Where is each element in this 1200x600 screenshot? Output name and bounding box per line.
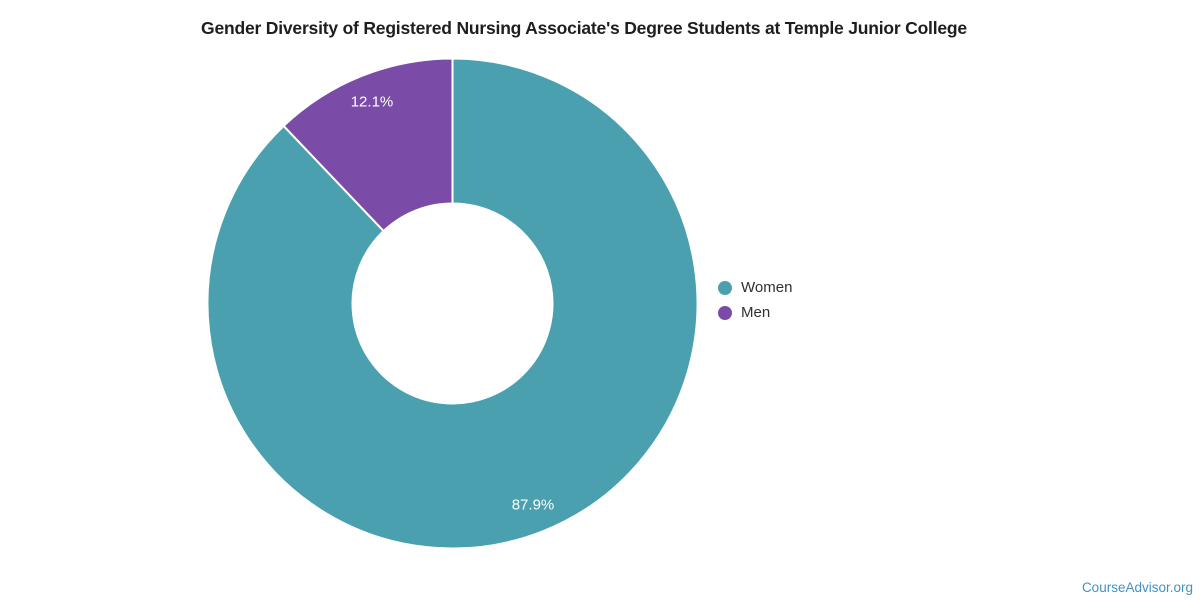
legend-label-men: Men: [741, 304, 771, 321]
legend-marker-men-icon: [718, 305, 732, 320]
slice-value-label-men: 12.1%: [351, 94, 394, 111]
legend-item-women[interactable]: Women: [718, 280, 792, 295]
chart-title: Gender Diversity of Registered Nursing A…: [201, 18, 967, 38]
pie-slice-women[interactable]: [206, 57, 699, 550]
legend-item-men[interactable]: Men: [718, 305, 792, 320]
legend-label-women: Women: [741, 279, 793, 296]
legend: Women Men: [718, 280, 792, 320]
pie-slice-men[interactable]: [282, 57, 454, 233]
slice-value-label-women: 87.9%: [512, 497, 555, 514]
source-link[interactable]: CourseAdvisor.org: [1081, 580, 1193, 595]
legend-marker-women-icon: [718, 280, 732, 295]
